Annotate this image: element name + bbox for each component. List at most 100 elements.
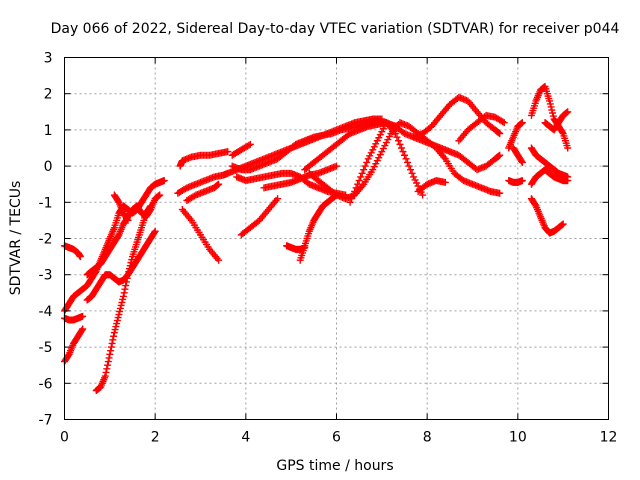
data-point (156, 191, 164, 199)
series-track-aa (505, 177, 526, 186)
series-track-af (527, 144, 572, 181)
series-track-l (183, 180, 223, 204)
data-point (355, 177, 363, 185)
series-track-p (237, 195, 282, 239)
data-point (518, 177, 526, 185)
data-point (361, 162, 369, 170)
data-point (441, 178, 449, 186)
data-point (496, 130, 504, 138)
data-point (76, 253, 84, 261)
data-point (394, 137, 402, 145)
series-track-ab (509, 144, 526, 166)
data-point (518, 157, 526, 165)
data-point (352, 184, 360, 192)
data-point (151, 227, 159, 235)
data-point (78, 326, 86, 334)
data-point (245, 141, 253, 149)
y-tick-label: 0 (44, 159, 53, 175)
data-point (402, 155, 410, 163)
grid (64, 57, 609, 420)
data-point (150, 228, 158, 236)
data-point (558, 128, 566, 136)
x-tick-label: 2 (151, 430, 160, 446)
series-track-ae (527, 195, 567, 237)
data-point (499, 118, 507, 126)
series-track-s (296, 191, 340, 264)
y-tick-label: 2 (44, 87, 53, 103)
data-point (396, 140, 404, 148)
data-point (108, 339, 116, 347)
data-point (146, 203, 154, 211)
data-point (500, 119, 508, 127)
data-point (351, 187, 359, 195)
y-tick-label: -2 (39, 232, 53, 248)
data-point (349, 191, 357, 199)
data-point (559, 220, 567, 228)
data-point (346, 198, 354, 206)
series-track-g (92, 202, 155, 395)
data-point (393, 133, 401, 141)
data-point (391, 130, 399, 138)
data-point (419, 191, 427, 199)
y-tick-label: -6 (39, 376, 53, 392)
data-point (105, 354, 113, 362)
data-point (79, 312, 87, 320)
y-tick-label: -4 (39, 304, 53, 320)
y-tick-label: -3 (39, 268, 53, 284)
data-point (496, 189, 504, 197)
data-point (354, 180, 362, 188)
data-point (399, 148, 407, 156)
data-point (124, 216, 132, 224)
y-tick-label: -5 (39, 340, 53, 356)
data-point (147, 202, 155, 210)
y-axis-label: SDTVAR / TECUs (8, 181, 24, 296)
data-point (122, 278, 130, 286)
data-point (360, 166, 368, 174)
y-tick-label: 1 (44, 123, 53, 139)
series-track-h (110, 191, 132, 224)
data-point (401, 151, 408, 159)
data-point (104, 358, 112, 366)
x-tick-label: 8 (423, 430, 432, 446)
data-point (104, 361, 112, 369)
data-point (405, 162, 413, 170)
data-point (363, 158, 371, 166)
series-track-ag (541, 108, 572, 134)
series-track-n (228, 140, 254, 159)
data-point (518, 119, 526, 127)
data-point (106, 350, 114, 358)
data-point (122, 282, 130, 290)
x-tick-label: 12 (600, 430, 618, 446)
x-tick-label: 4 (241, 430, 250, 446)
series-track-c (61, 312, 87, 324)
data-point (160, 177, 168, 185)
x-tick-label: 10 (509, 430, 527, 446)
data-point (79, 325, 87, 333)
data-point (123, 274, 131, 282)
y-tick-label: -1 (39, 195, 53, 211)
data-point (107, 343, 115, 351)
data-point (103, 365, 111, 373)
data-point (564, 108, 572, 116)
data-point (107, 347, 115, 355)
data-point (224, 148, 232, 156)
data-point (358, 169, 366, 177)
data-point (274, 195, 282, 203)
data-point (110, 332, 118, 340)
data-point (404, 158, 412, 166)
chart-title: Day 066 of 2022, Sidereal Day-to-day VTE… (51, 21, 620, 37)
data-point (564, 144, 572, 152)
data-point (215, 180, 223, 188)
data-point (496, 151, 504, 159)
data-point (407, 166, 415, 174)
series-track-m (228, 117, 399, 174)
data-point (348, 195, 356, 203)
series-track-z (505, 119, 526, 152)
y-tick-label: 3 (44, 51, 53, 67)
data-point (246, 140, 254, 148)
series-track-ad (527, 166, 572, 188)
data-point (215, 256, 223, 264)
y-tick-label: -7 (39, 413, 53, 429)
